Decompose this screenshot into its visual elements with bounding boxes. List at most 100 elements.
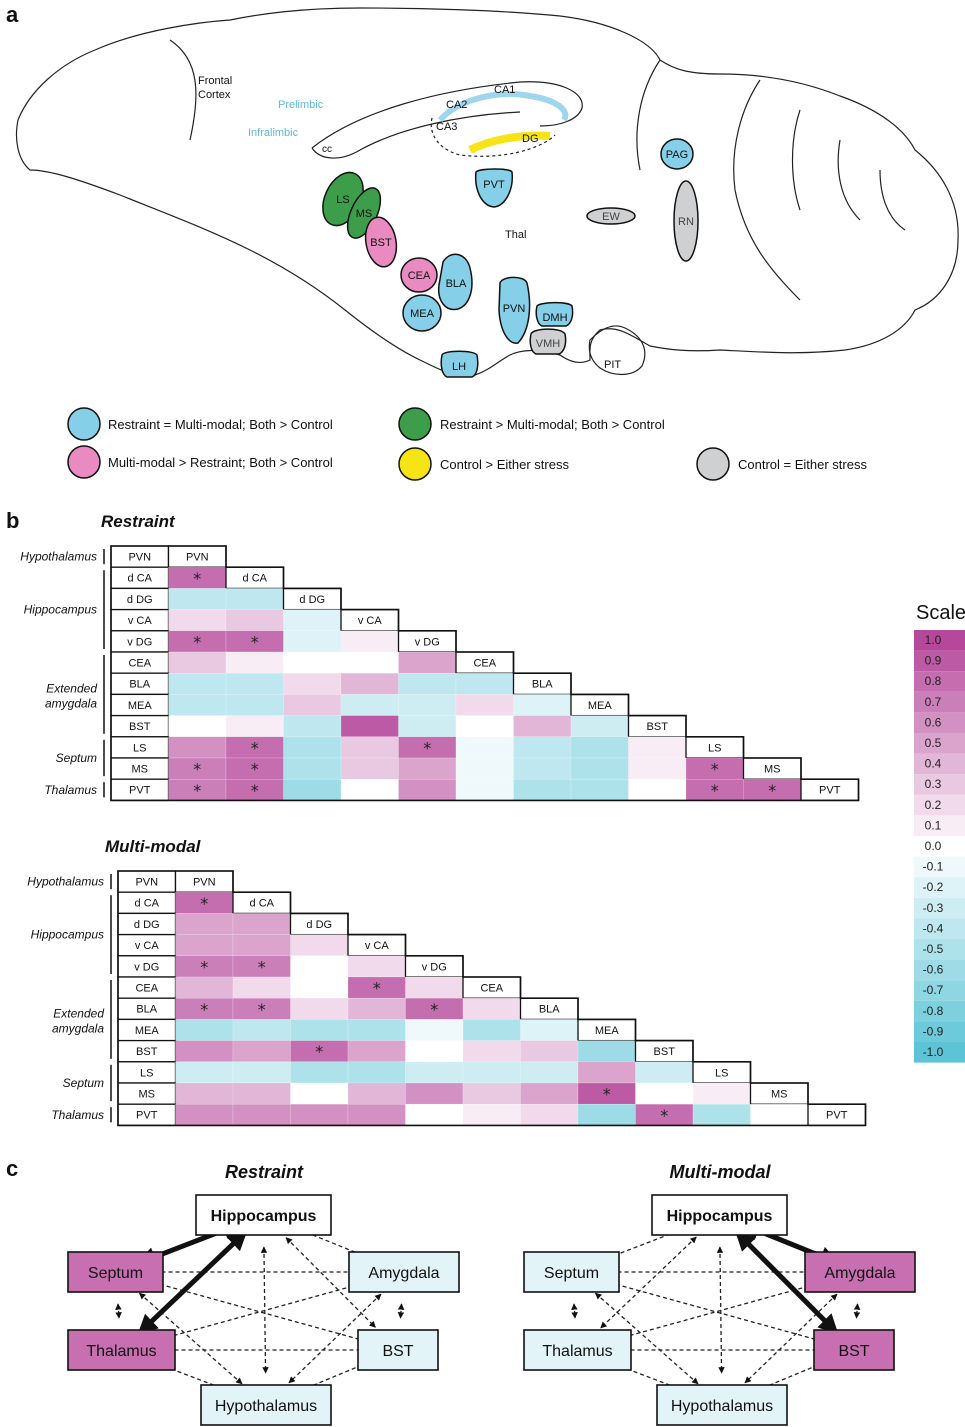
region-label: PVT bbox=[483, 179, 505, 191]
scale-step: 0.9 bbox=[914, 650, 965, 672]
legend-text: Restraint > Multi-modal; Both > Control bbox=[440, 417, 665, 432]
significance-mark: * bbox=[251, 760, 259, 779]
col-label-text: LS bbox=[715, 1067, 728, 1079]
row-label-mea: MEA bbox=[117, 1018, 177, 1042]
matrix-cell bbox=[462, 1019, 521, 1041]
scale-tick-label: -0.9 bbox=[923, 1024, 944, 1038]
significance-mark: * bbox=[423, 738, 431, 757]
node-label: Amygdala bbox=[824, 1265, 895, 1282]
region-bla: BLA bbox=[437, 253, 473, 311]
scale-step: -0.8 bbox=[914, 1000, 965, 1022]
matrix-cell bbox=[513, 736, 572, 759]
matrix-cell bbox=[175, 913, 234, 935]
scale-tick-label: 0.3 bbox=[925, 777, 942, 791]
row-label-text: d DG bbox=[134, 919, 160, 931]
matrix-cell bbox=[175, 1019, 234, 1041]
weak-connection-amygdala-bst bbox=[853, 1303, 861, 1319]
node-bst: BST bbox=[357, 1329, 439, 1371]
legend-item-yellow: Control > Either stress bbox=[398, 447, 569, 481]
matrix-cell bbox=[290, 1082, 349, 1105]
matrix-cell: * bbox=[168, 757, 227, 780]
scale-step: -0.1 bbox=[914, 856, 965, 878]
matrix-cell: * bbox=[168, 778, 227, 801]
matrix-cell: * bbox=[685, 778, 744, 801]
matrix-cell bbox=[283, 778, 342, 801]
matrix-cell bbox=[283, 630, 342, 653]
matrix-cell bbox=[405, 1040, 464, 1063]
row-label-bla: BLA bbox=[117, 997, 177, 1021]
matrix-cell bbox=[283, 651, 342, 674]
row-label-text: v DG bbox=[134, 961, 159, 973]
node-label: BST bbox=[838, 1343, 869, 1360]
matrix-cell bbox=[513, 757, 572, 780]
matrix-cell bbox=[520, 1103, 579, 1126]
label-dg: DG bbox=[522, 133, 539, 145]
matrix-cell bbox=[283, 609, 342, 632]
scale-tick-label: -0.5 bbox=[923, 942, 944, 956]
node-label: Septum bbox=[88, 1265, 143, 1282]
scale-step: -0.6 bbox=[914, 959, 965, 981]
significance-mark: * bbox=[711, 760, 719, 779]
scale-step: 0.4 bbox=[914, 753, 965, 775]
legend-swatch bbox=[696, 447, 730, 481]
matrix-cell bbox=[520, 1082, 579, 1105]
matrix-cell bbox=[232, 913, 291, 935]
significance-mark: * bbox=[193, 781, 201, 800]
row-label-pvt: PVT bbox=[110, 778, 170, 802]
col-label-bst: BST bbox=[627, 714, 687, 738]
legend-text: Control = Either stress bbox=[738, 457, 867, 472]
row-label-d-dg: d DG bbox=[110, 587, 170, 611]
row-label-text: BST bbox=[136, 1046, 158, 1058]
significance-mark: * bbox=[711, 781, 719, 800]
matrix-border bbox=[117, 870, 867, 1127]
region-label: PVN bbox=[503, 303, 526, 315]
region-label: DMH bbox=[542, 312, 567, 324]
matrix-cell bbox=[455, 672, 514, 695]
col-label-text: CEA bbox=[473, 658, 496, 670]
region-dmh: DMH bbox=[535, 301, 574, 327]
brain-outline bbox=[15, 7, 959, 377]
matrix-cell bbox=[455, 715, 514, 738]
matrix-cell bbox=[340, 651, 399, 674]
matrix-cell bbox=[225, 588, 284, 610]
significance-mark: * bbox=[660, 1106, 668, 1125]
matrix-cell bbox=[347, 1082, 406, 1105]
matrix-cell: * bbox=[175, 997, 234, 1020]
row-label-cea: CEA bbox=[117, 976, 177, 999]
matrix-cell bbox=[398, 694, 457, 716]
node-label: Hippocampus bbox=[211, 1208, 317, 1225]
col-label-bla: BLA bbox=[519, 997, 579, 1021]
matrix-cell bbox=[405, 1082, 464, 1105]
col-label-pvt: PVT bbox=[800, 778, 860, 802]
matrix-cell bbox=[570, 778, 629, 801]
label-cc: cc bbox=[322, 144, 332, 155]
col-label-text: MS bbox=[771, 1089, 788, 1101]
region-rn: RN bbox=[673, 180, 699, 262]
region-vmh: VMH bbox=[529, 328, 567, 355]
node-septum: Septum bbox=[523, 1251, 620, 1293]
weak-connection-septum-bst bbox=[145, 1278, 368, 1344]
weak-connection-amygdala-bst bbox=[397, 1303, 405, 1319]
node-hypothalamus: Hypothalamus bbox=[656, 1384, 788, 1426]
legend-text: Restraint = Multi-modal; Both > Control bbox=[108, 417, 333, 432]
col-label-d-ca: d CA bbox=[225, 566, 285, 590]
matrix-cell: * bbox=[635, 1103, 694, 1126]
matrix-cell bbox=[347, 1061, 406, 1084]
matrix-cell bbox=[168, 694, 227, 716]
matrix-cell: * bbox=[398, 736, 457, 759]
matrix-cell bbox=[577, 1103, 636, 1126]
significance-mark: * bbox=[200, 894, 208, 913]
node-label: Thalamus bbox=[542, 1343, 612, 1360]
scale-title: Scale bbox=[916, 602, 965, 624]
scale-step: 1.0 bbox=[914, 630, 965, 651]
col-label-text: v DG bbox=[415, 636, 440, 648]
col-label-text: PVT bbox=[826, 1110, 848, 1122]
scale-tick-label: 0.2 bbox=[925, 798, 942, 812]
matrix-cell bbox=[290, 955, 349, 978]
col-label-v-ca: v CA bbox=[347, 933, 407, 957]
matrix-cell bbox=[635, 1082, 694, 1105]
significance-mark: * bbox=[193, 632, 201, 651]
matrix-cell bbox=[405, 1061, 464, 1084]
significance-mark: * bbox=[315, 1042, 323, 1061]
col-label-text: MEA bbox=[595, 1025, 620, 1037]
